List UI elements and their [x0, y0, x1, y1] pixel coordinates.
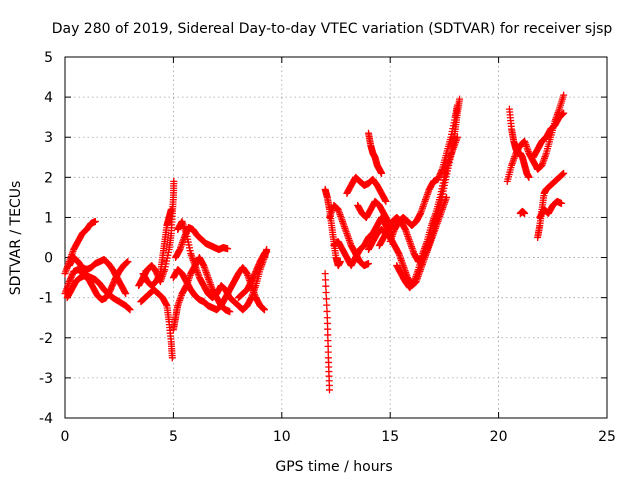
chart-title: Day 280 of 2019, Sidereal Day-to-day VTE… [52, 21, 613, 37]
data-point [124, 258, 132, 266]
data-point [336, 258, 344, 266]
plot-frame [64, 56, 608, 419]
data-series-seg12 [234, 248, 271, 302]
data-point [378, 169, 386, 177]
x-tick-labels: 0 5 10 15 20 25 [61, 429, 616, 445]
data-series-seg7 [139, 205, 175, 290]
data-series-seg25 [503, 91, 568, 185]
data-point [521, 209, 529, 217]
x-tick-label: 10 [273, 429, 291, 445]
data-point [322, 289, 330, 297]
data-series-seg6 [137, 286, 176, 362]
data-points [61, 91, 568, 394]
data-series-seg28 [536, 197, 565, 221]
data-series-seg9 [169, 264, 268, 314]
data-series-seg13 [321, 270, 333, 394]
data-series-seg18 [354, 197, 392, 225]
data-point [557, 199, 565, 207]
y-tick-label: 3 [44, 130, 53, 146]
y-tick-label: -3 [39, 371, 53, 387]
x-tick-label: 25 [598, 429, 616, 445]
data-point [323, 301, 331, 309]
x-tick-label: 20 [490, 429, 508, 445]
data-point [170, 177, 178, 185]
data-point [224, 245, 232, 253]
axis-ticks [64, 56, 608, 419]
data-series-seg5 [135, 177, 178, 290]
data-point [323, 307, 331, 315]
data-series-seg29 [529, 109, 568, 161]
y-tick-label: 4 [44, 90, 53, 106]
data-point [382, 197, 390, 205]
x-tick-label: 15 [381, 429, 399, 445]
y-tick-label: -2 [39, 331, 53, 347]
y-tick-label: 5 [44, 50, 53, 66]
data-series-seg17 [343, 173, 390, 205]
data-point [122, 290, 130, 298]
data-point [560, 169, 568, 177]
data-point [321, 276, 329, 284]
data-point [322, 295, 330, 303]
data-point [168, 354, 176, 362]
data-point [263, 248, 271, 256]
data-series-seg26 [516, 207, 529, 217]
y-tick-label: -4 [39, 411, 53, 427]
data-point [325, 386, 333, 394]
data-series-seg3 [63, 258, 132, 304]
x-axis-title: GPS time / hours [275, 459, 392, 475]
data-point [321, 270, 329, 278]
data-series-seg19 [365, 129, 386, 177]
data-point [525, 173, 533, 181]
data-point [91, 217, 99, 225]
data-point [126, 306, 134, 314]
data-point [453, 133, 461, 141]
data-point [322, 282, 330, 290]
data-series-seg23 [393, 133, 461, 292]
y-tick-label: 1 [44, 210, 53, 226]
data-point [167, 205, 175, 213]
data-series-seg14 [321, 185, 344, 270]
y-tick-label: 2 [44, 170, 53, 186]
x-tick-label: 0 [61, 429, 70, 445]
data-series-seg8 [169, 254, 234, 334]
data-point [453, 101, 461, 109]
x-tick-label: 5 [169, 429, 178, 445]
y-tick-label: 0 [44, 251, 53, 267]
data-series-seg22 [386, 101, 461, 246]
y-axis-title: SDTVAR / TECUs [8, 181, 24, 296]
data-point [560, 91, 568, 99]
data-point [456, 95, 464, 103]
data-point [226, 308, 234, 316]
data-point [260, 306, 268, 314]
y-tick-label: -1 [39, 291, 53, 307]
data-point [365, 260, 373, 268]
data-series-seg1 [61, 217, 99, 278]
data-series-seg4 [65, 254, 130, 298]
y-tick-labels: -4 -3 -2 -1 0 1 2 3 4 5 [39, 50, 53, 427]
data-point [560, 109, 568, 117]
